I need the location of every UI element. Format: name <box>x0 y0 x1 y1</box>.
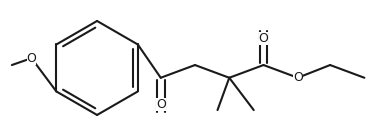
Text: O: O <box>26 52 37 65</box>
Text: O: O <box>259 32 268 45</box>
Text: O: O <box>156 98 166 111</box>
Text: O: O <box>293 71 303 84</box>
